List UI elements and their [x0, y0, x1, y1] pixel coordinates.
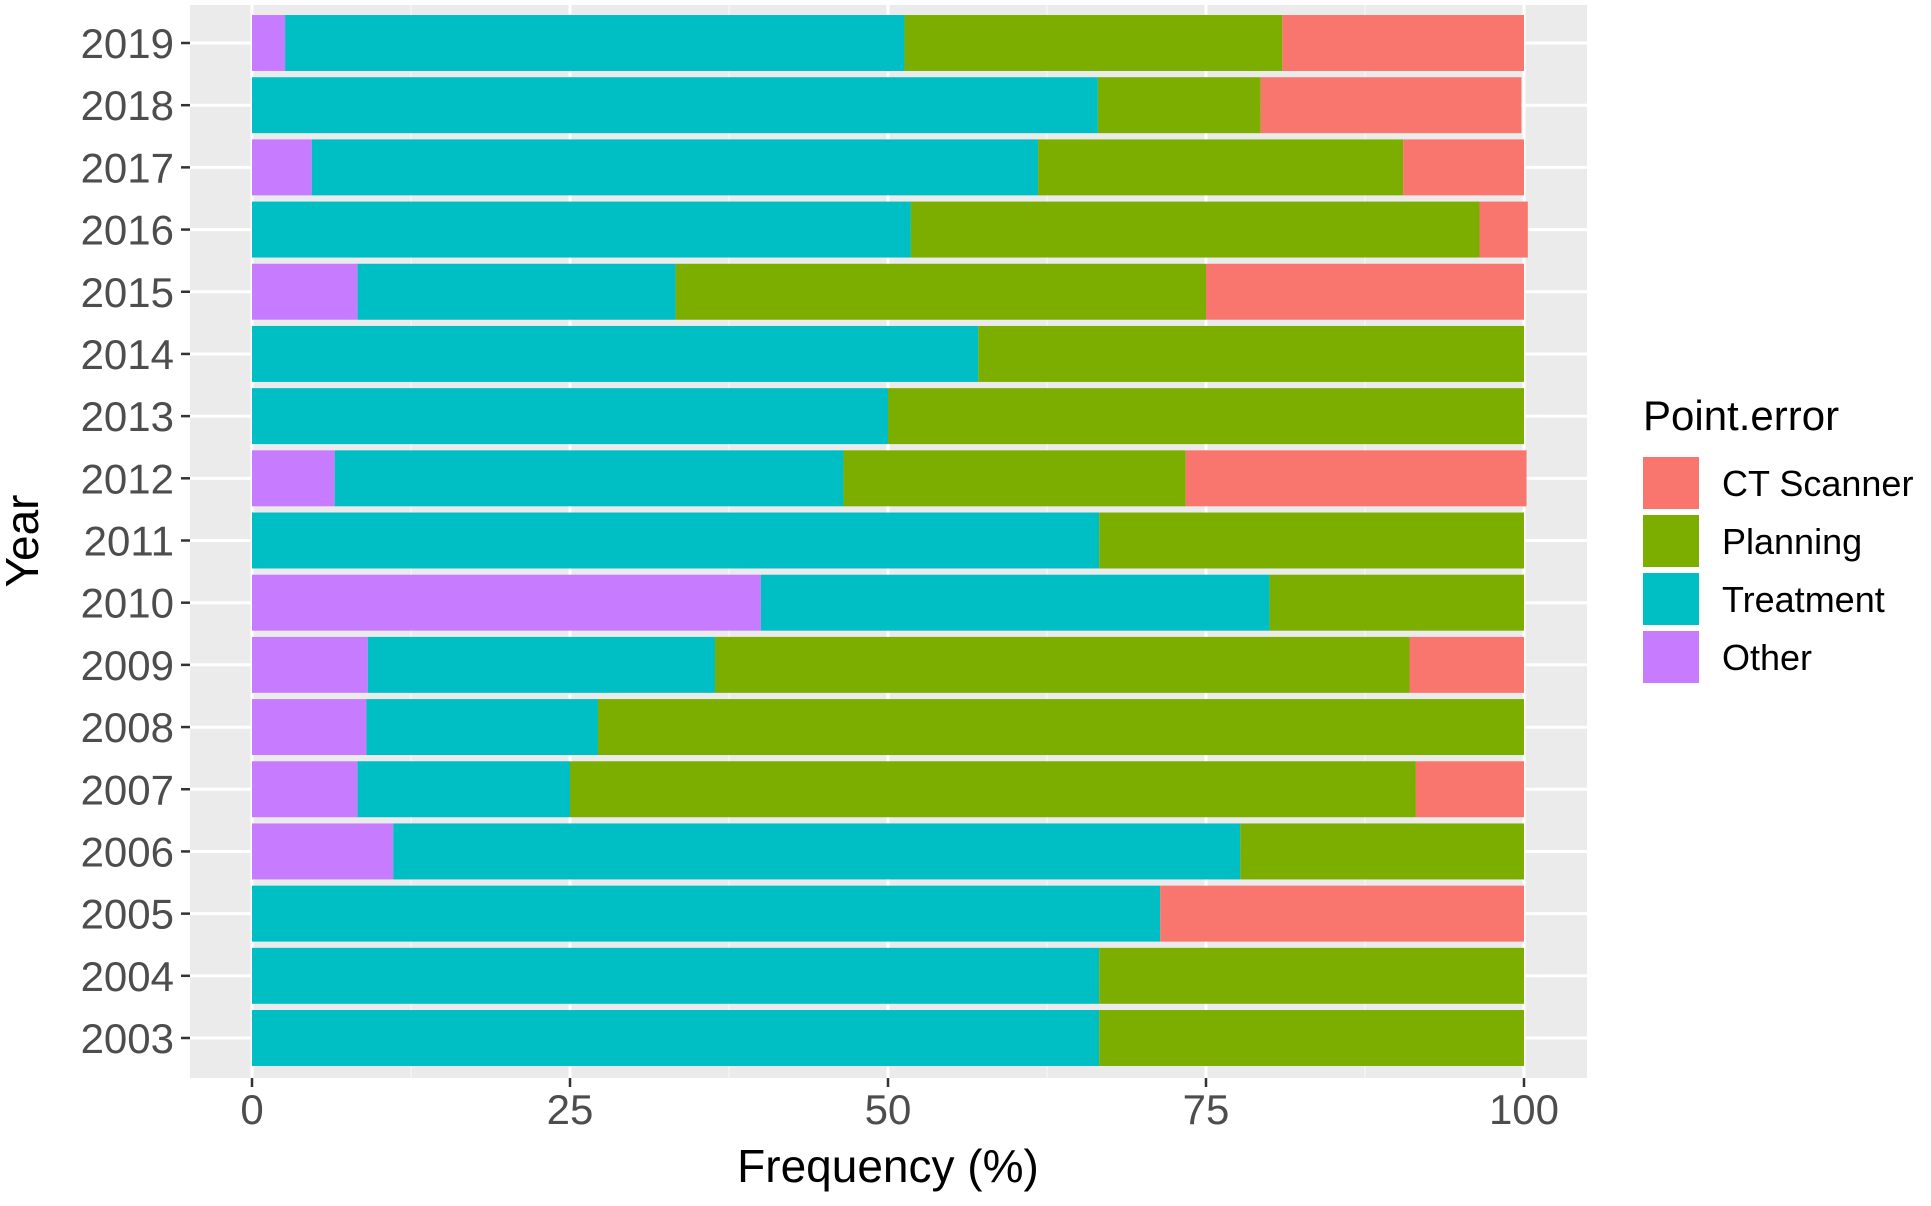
bar-segment-planning-2019 — [904, 15, 1283, 71]
bar-segment-treatment-2017 — [311, 139, 1039, 196]
y-tick-label: 2004 — [81, 953, 174, 1000]
y-tick-label: 2007 — [81, 766, 174, 813]
bar-segment-ct-scanner-2019 — [1282, 15, 1524, 71]
bar-segment-ct-scanner-2009 — [1409, 636, 1524, 693]
y-tick-label: 2008 — [81, 704, 174, 751]
bar-segment-ct-scanner-2016 — [1479, 201, 1528, 258]
bar-segment-treatment-2016 — [252, 201, 911, 258]
bar-segment-planning-2016 — [910, 201, 1480, 258]
legend-label: Planning — [1722, 521, 1862, 562]
bar-segment-other-2006 — [252, 823, 394, 880]
bar-segment-treatment-2009 — [367, 636, 716, 693]
bar-layer — [252, 15, 1528, 1066]
bar-segment-planning-2015 — [675, 263, 1206, 320]
bar-segment-treatment-2014 — [252, 325, 979, 382]
bar-segment-other-2019 — [252, 15, 286, 71]
y-tick-label: 2009 — [81, 642, 174, 689]
bar-segment-planning-2006 — [1240, 823, 1524, 880]
bar-segment-other-2015 — [252, 263, 358, 320]
x-tick-label: 75 — [1183, 1086, 1230, 1133]
legend-key-ct-scanner — [1643, 457, 1699, 509]
legend-label: Other — [1722, 637, 1812, 678]
y-tick-label: 2003 — [81, 1015, 174, 1062]
bar-segment-other-2007 — [252, 761, 358, 818]
bar-segment-planning-2014 — [978, 325, 1524, 382]
bar-segment-treatment-2019 — [285, 15, 905, 71]
bar-segment-planning-2007 — [570, 761, 1416, 818]
bar-segment-planning-2012 — [843, 450, 1186, 507]
x-tick-label: 25 — [547, 1086, 594, 1133]
bar-segment-planning-2003 — [1099, 1010, 1524, 1066]
bar-segment-treatment-2018 — [252, 77, 1098, 134]
y-tick-label: 2016 — [81, 207, 174, 254]
y-tick-label: 2014 — [81, 331, 174, 378]
bar-segment-treatment-2012 — [334, 450, 844, 507]
y-tick-label: 2011 — [84, 518, 174, 565]
legend-key-other — [1643, 631, 1699, 683]
bar-segment-treatment-2015 — [357, 263, 676, 320]
bar-segment-planning-2017 — [1038, 139, 1404, 196]
bar-segment-treatment-2008 — [366, 699, 598, 756]
bar-segment-planning-2011 — [1099, 512, 1524, 569]
bar-segment-planning-2009 — [715, 636, 1410, 693]
x-axis-title: Frequency (%) — [737, 1140, 1039, 1192]
bar-segment-planning-2010 — [1269, 574, 1524, 631]
legend-title: Point.error — [1643, 392, 1839, 439]
bar-segment-other-2010 — [252, 574, 761, 631]
y-tick-label: 2017 — [81, 144, 174, 191]
legend-label: Treatment — [1722, 579, 1885, 620]
legend-key-treatment — [1643, 573, 1699, 625]
bar-segment-other-2009 — [252, 636, 368, 693]
legend-label: CT Scanner — [1722, 463, 1913, 504]
bar-segment-other-2017 — [252, 139, 312, 196]
y-tick-label: 2006 — [81, 828, 174, 875]
bar-segment-planning-2018 — [1097, 77, 1261, 134]
bar-segment-treatment-2007 — [357, 761, 570, 818]
bar-segment-treatment-2006 — [393, 823, 1241, 880]
bar-segment-treatment-2010 — [760, 574, 1270, 631]
bar-segment-treatment-2003 — [252, 1010, 1100, 1066]
x-axis: 0 25 50 75 100 — [240, 1078, 1559, 1133]
legend: Point.error CT Scanner Planning Treatment O… — [1643, 392, 1913, 683]
bar-segment-ct-scanner-2005 — [1160, 885, 1524, 942]
y-tick-label: 2010 — [81, 580, 174, 627]
y-tick-label: 2013 — [81, 393, 174, 440]
y-axis-title: Year — [0, 495, 48, 588]
bar-segment-ct-scanner-2018 — [1260, 77, 1522, 134]
legend-key-planning — [1643, 515, 1699, 567]
bar-segment-treatment-2005 — [252, 885, 1161, 942]
bar-segment-treatment-2011 — [252, 512, 1100, 569]
bar-segment-treatment-2004 — [252, 947, 1100, 1004]
bar-segment-ct-scanner-2015 — [1206, 263, 1524, 320]
bar-segment-other-2008 — [252, 699, 367, 756]
y-tick-label: 2018 — [81, 82, 174, 129]
bar-segment-other-2012 — [252, 450, 335, 507]
y-tick-label: 2019 — [81, 20, 174, 67]
x-tick-label: 0 — [240, 1086, 263, 1133]
bar-segment-treatment-2013 — [252, 388, 888, 445]
bar-segment-ct-scanner-2017 — [1403, 139, 1524, 196]
bar-segment-ct-scanner-2012 — [1185, 450, 1527, 507]
y-tick-label: 2015 — [81, 269, 174, 316]
bar-segment-planning-2004 — [1099, 947, 1524, 1004]
y-axis: 2019 2018 2017 2016 2015 2014 2013 2012 2011 2010… — [81, 20, 190, 1062]
x-tick-label: 50 — [865, 1086, 912, 1133]
bar-segment-planning-2008 — [597, 699, 1524, 756]
x-tick-label: 100 — [1489, 1086, 1559, 1133]
bar-segment-ct-scanner-2007 — [1415, 761, 1524, 818]
y-tick-label: 2012 — [81, 455, 174, 502]
y-tick-label: 2005 — [81, 891, 174, 938]
bar-segment-planning-2013 — [888, 388, 1524, 445]
